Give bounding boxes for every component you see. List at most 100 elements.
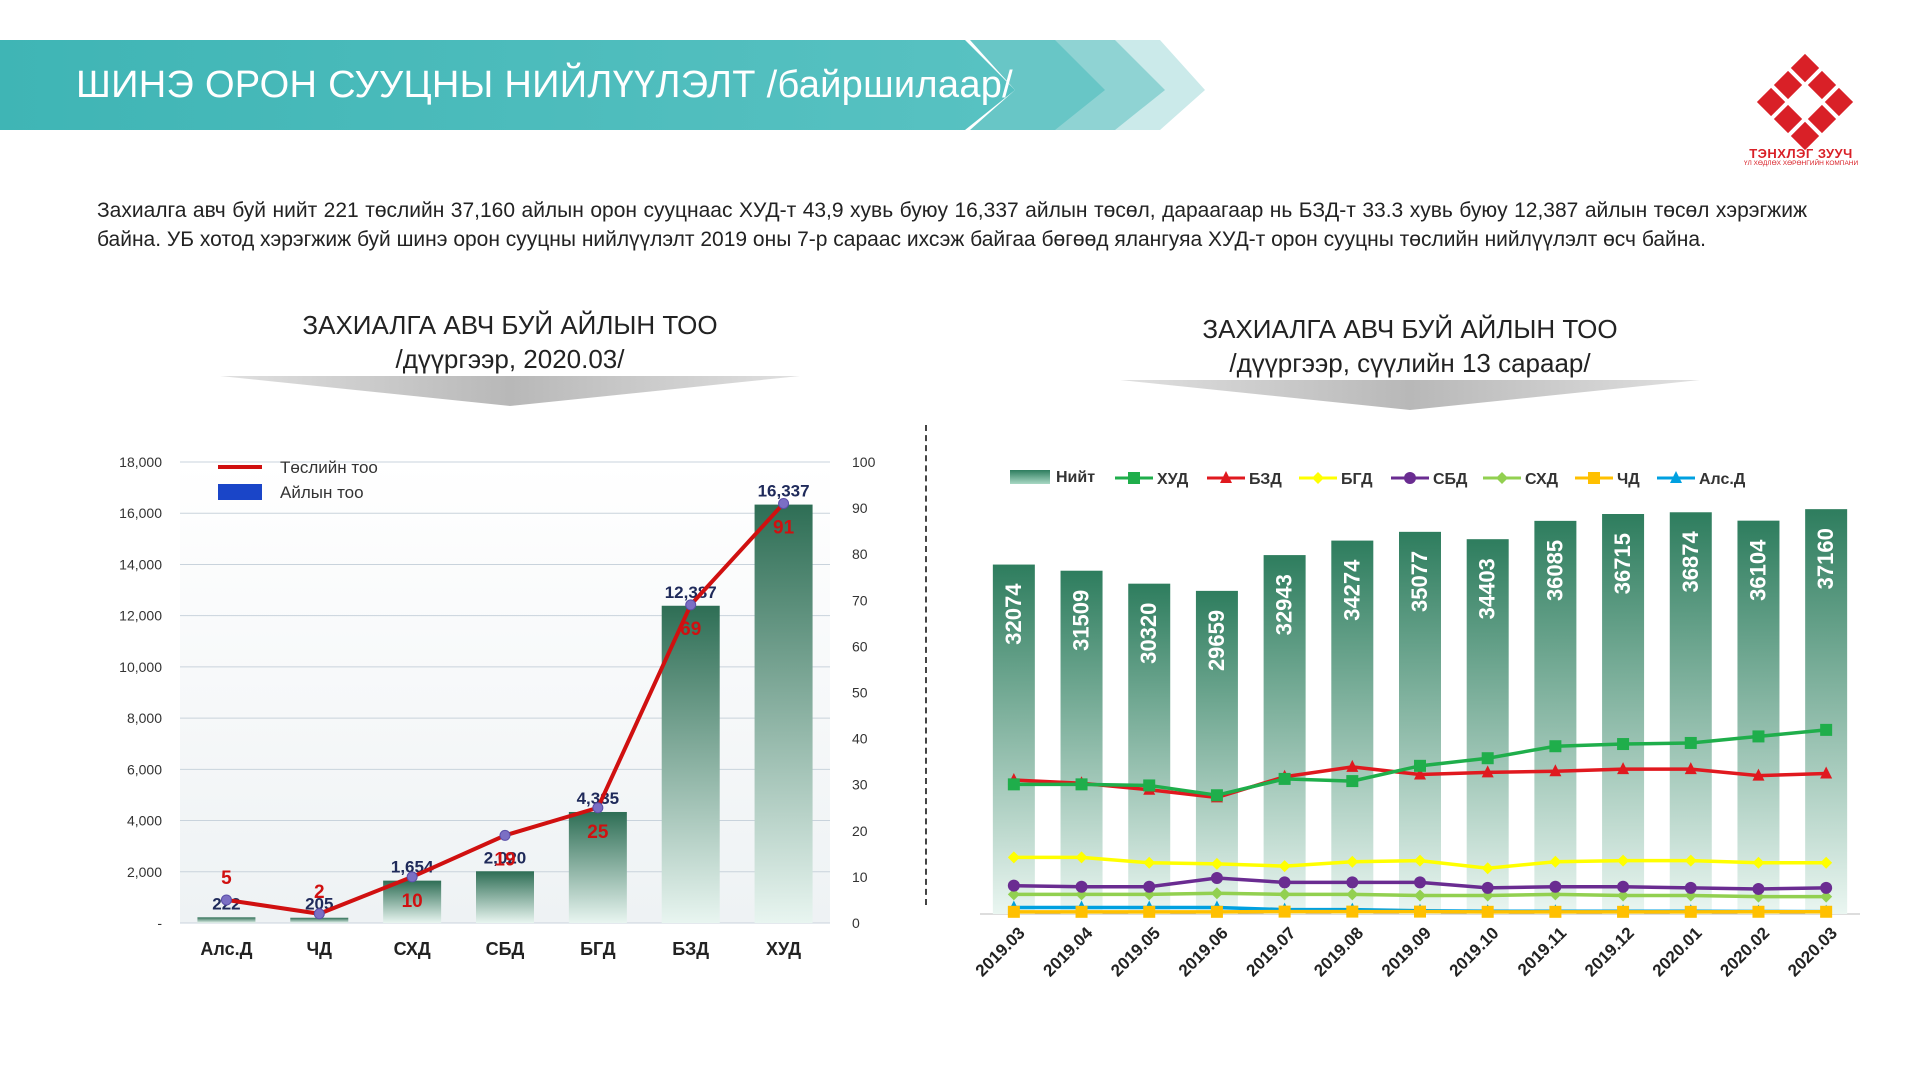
line-marker — [1414, 889, 1426, 902]
line-marker — [1128, 472, 1140, 484]
project-count-point — [220, 894, 232, 906]
left-chart-title-line2: /дүүргээр, 2020.03/ — [395, 344, 625, 374]
line-marker — [1752, 730, 1765, 743]
line-marker — [1481, 862, 1494, 875]
page-title: ШИНЭ ОРОН СУУЦНЫ НИЙЛҮҮЛЭЛТ /байршилаар/ — [76, 64, 1014, 106]
x-tick-label: 2019.03 — [972, 923, 1029, 980]
series-БГД — [1007, 851, 1833, 875]
project-count-label: 25 — [587, 822, 609, 843]
series-СХД — [1007, 887, 1833, 903]
line-marker — [1278, 860, 1291, 873]
line-marker — [1210, 789, 1223, 802]
legend-swatch-total — [1010, 470, 1050, 484]
left-chart-title-line1: ЗАХИАЛГА АВЧ БУЙ АЙЛЫН ТОО — [302, 310, 718, 340]
header-banner — [0, 40, 1205, 130]
total-bar-label: 32074 — [1001, 583, 1026, 645]
right-chart-title: ЗАХИАЛГА АВЧ БУЙ АЙЛЫН ТОО /дүүргээр, сү… — [1130, 312, 1690, 380]
total-bar-label: 35077 — [1407, 551, 1432, 612]
x-tick-label: 2019.11 — [1514, 923, 1570, 979]
line-marker — [1404, 472, 1416, 484]
total-bar-2020.01 — [1669, 512, 1712, 914]
line-marker — [1481, 765, 1494, 778]
line-marker — [1820, 766, 1833, 779]
project-count-label: 19 — [494, 849, 515, 870]
line-marker — [1684, 762, 1697, 775]
line-marker — [1007, 905, 1020, 918]
line-marker — [1278, 888, 1291, 901]
x-tick-label: ХУД — [766, 939, 801, 959]
project-count-point — [592, 802, 604, 814]
y-tick-label: 14,000 — [119, 556, 162, 572]
series-СБД — [1007, 872, 1833, 895]
bar-СБД — [476, 871, 534, 923]
project-count-label: 5 — [221, 868, 232, 889]
line-marker — [1007, 888, 1020, 901]
line-marker — [1414, 854, 1426, 867]
total-bar-2019.12 — [1602, 513, 1645, 914]
line-marker — [1820, 881, 1833, 894]
line-marker — [1278, 772, 1291, 785]
bar-value-label: 12,387 — [665, 583, 717, 602]
line-marker — [1007, 778, 1020, 791]
line-marker — [1346, 888, 1359, 901]
logo-square-7 — [1773, 104, 1803, 134]
bar-ЧД — [290, 917, 349, 923]
right-chart-title-line2: /дүүргээр, сүүлийн 13 сараар/ — [1229, 348, 1591, 378]
y-tick-label: 16,000 — [119, 505, 162, 521]
logo-square-2 — [1807, 70, 1837, 100]
y-tick-label: 10,000 — [119, 659, 162, 675]
banner-chevron-1 — [970, 40, 1105, 130]
y2-tick-label: 30 — [852, 777, 868, 793]
line-marker — [1075, 851, 1088, 864]
y2-tick-label: 100 — [852, 454, 876, 470]
banner-bar — [0, 40, 1015, 130]
line-marker — [1820, 905, 1833, 918]
legend-label: ЧД — [1617, 471, 1640, 488]
line-marker — [1617, 905, 1630, 918]
line-marker — [1752, 905, 1765, 918]
y-tick-label: 6,000 — [127, 761, 162, 777]
total-bar-label: 31509 — [1069, 590, 1094, 651]
line-marker — [1346, 905, 1359, 918]
line-marker — [1414, 905, 1426, 918]
bar-value-label: 4,335 — [577, 789, 620, 808]
line-marker — [1752, 856, 1765, 869]
logo-square-1 — [1790, 53, 1820, 83]
y2-tick-label: 40 — [852, 731, 868, 747]
x-tick-label: 2020.01 — [1649, 923, 1706, 980]
project-count-point — [499, 829, 511, 841]
total-bar-2019.09 — [1399, 531, 1441, 914]
y2-tick-label: 60 — [852, 638, 868, 654]
x-tick-label: Алс.Д — [200, 939, 252, 959]
total-bar-label: 34274 — [1339, 559, 1364, 621]
x-tick-label: 2019.08 — [1310, 923, 1367, 980]
logo-square-5 — [1807, 104, 1837, 134]
x-tick-label: СБД — [486, 939, 525, 959]
chart-divider — [925, 425, 927, 905]
logo-name: ТЭНХЛЭГ ЗУУЧ — [1749, 146, 1853, 161]
legend-label: БГД — [1341, 471, 1373, 488]
project-count-point — [313, 908, 325, 920]
line-marker — [1684, 881, 1697, 894]
y2-tick-label: 70 — [852, 592, 868, 608]
total-bar-label: 37160 — [1813, 528, 1838, 589]
line-marker — [1210, 872, 1223, 885]
line-marker — [1588, 472, 1600, 484]
company-logo — [1756, 53, 1854, 151]
line-marker — [1007, 851, 1020, 864]
logo-square-4 — [1773, 70, 1803, 100]
x-tick-label: 2020.02 — [1716, 923, 1773, 980]
line-marker — [1549, 880, 1562, 893]
total-bar-label: 36085 — [1542, 540, 1567, 601]
logo-subtitle: ҮЛ ХӨДЛӨХ ХӨРӨНГИЙН КОМПАНИ — [1743, 160, 1859, 167]
line-marker — [1346, 855, 1359, 868]
line-marker — [1414, 759, 1426, 772]
bar-БГД — [568, 811, 627, 923]
line-marker — [1278, 876, 1291, 889]
line-marker — [1210, 887, 1223, 900]
x-tick-label: 2020.03 — [1784, 923, 1841, 980]
line-marker — [1143, 779, 1156, 792]
total-bar-2019.10 — [1466, 539, 1509, 914]
line-marker — [1617, 738, 1630, 751]
line-marker — [1481, 881, 1494, 894]
